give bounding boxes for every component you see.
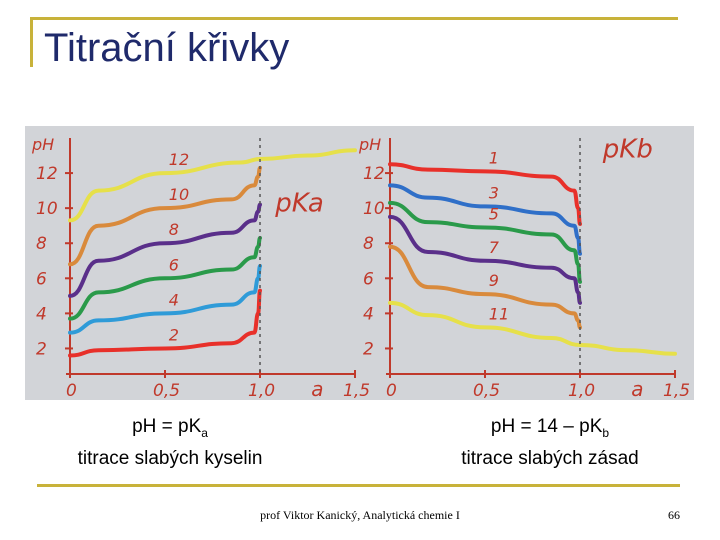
caption-acids-formula-main: pH = pK	[132, 416, 202, 437]
caption-acids-text: titrace slabých kyselin	[77, 447, 263, 469]
base-curve-11	[388, 300, 677, 356]
base-x-axis-label: a	[631, 377, 643, 400]
acid-y-tick-label: 12	[36, 164, 58, 184]
acid-y-axis-label: pH	[31, 135, 54, 154]
acid-curve-6	[68, 235, 262, 321]
acid-y-tick-label: 6	[36, 269, 47, 289]
base-y-tick-label: 10	[363, 199, 385, 219]
acid-x-tick-label: 1,5	[343, 381, 370, 400]
acid-curve-8	[68, 202, 262, 298]
base-y-tick-label: 4	[363, 304, 374, 324]
caption-acids: pH = pKa titrace slabých kyselin	[40, 414, 300, 472]
base-curve-1	[388, 162, 582, 226]
acid-curve-2	[68, 288, 262, 358]
title-frame-top	[30, 17, 678, 20]
acid-x-tick-label: 0,5	[153, 381, 180, 400]
base-x-tick-label: 1,5	[663, 381, 690, 400]
base-curve-label-1: 1	[489, 148, 499, 167]
base-curve-label-5: 5	[489, 204, 499, 223]
acid-curve-label-4: 4	[169, 290, 179, 309]
base-curve-label-3: 3	[489, 183, 499, 202]
acid-x-axis-label: a	[311, 377, 323, 400]
footer-rule	[37, 484, 680, 487]
acid-y-tick-label: 4	[36, 304, 47, 324]
base-curve-5	[388, 200, 582, 284]
caption-bases-formula: pH = 14 – pKb	[420, 414, 680, 446]
base-x-tick-label: 1,0	[568, 381, 595, 400]
footer-text: prof Viktor Kanický, Analytická chemie I	[260, 508, 460, 522]
caption-bases-formula-sub: b	[602, 425, 610, 440]
base-curve-label-11: 11	[489, 304, 509, 323]
acid-curve-12	[68, 148, 357, 223]
page-number: 66	[668, 508, 680, 522]
title-frame-left	[30, 17, 33, 67]
titration-charts: 2 4 6 8 10 12 0 0,5 1,0 1,5 pH a pKa 2 4 6 8 10 12 2 4 6 8 10 12…	[25, 126, 694, 401]
base-curve-3	[388, 183, 582, 256]
base-annotation: pKb	[602, 134, 653, 164]
acid-x-tick-label: 0	[66, 381, 77, 400]
base-y-axis-label: pH	[358, 135, 381, 154]
base-y-tick-label: 8	[363, 234, 374, 254]
base-y-tick-label: 2	[363, 339, 374, 359]
base-curve-label-7: 7	[489, 238, 500, 257]
caption-acids-formula: pH = pKa	[40, 414, 300, 446]
chart-background	[25, 126, 694, 400]
base-x-tick-label: 0,5	[473, 381, 500, 400]
base-y-tick-label: 12	[363, 164, 385, 184]
caption-bases-text: titrace slabých zásad	[461, 447, 639, 469]
acid-curve-label-6: 6	[169, 255, 179, 274]
acid-x-tick-label: 1,0	[248, 381, 275, 400]
acid-curve-label-8: 8	[169, 220, 179, 239]
caption-acids-formula-sub: a	[201, 425, 208, 440]
slide-title: Titrační křivky	[44, 26, 290, 70]
acid-curve-10	[68, 165, 262, 267]
base-curve-7	[388, 214, 582, 305]
caption-bases-formula-main: pH = 14 – pK	[490, 416, 603, 437]
acid-y-tick-label: 8	[36, 234, 47, 254]
base-y-tick-label: 6	[363, 269, 374, 289]
base-x-tick-label: 0	[386, 381, 397, 400]
acid-curve-label-10: 10	[169, 185, 189, 204]
acid-curve-4	[68, 264, 262, 335]
base-curve-9	[388, 244, 582, 330]
acid-curve-label-2: 2	[169, 325, 179, 344]
base-curve-label-9: 9	[489, 271, 499, 290]
acid-annotation: pKa	[274, 189, 324, 219]
acid-y-tick-label: 10	[36, 199, 58, 219]
caption-bases: pH = 14 – pKb titrace slabých zásad	[420, 414, 680, 472]
acid-y-tick-label: 2	[36, 339, 47, 359]
acid-curve-label-12: 12	[169, 150, 189, 169]
